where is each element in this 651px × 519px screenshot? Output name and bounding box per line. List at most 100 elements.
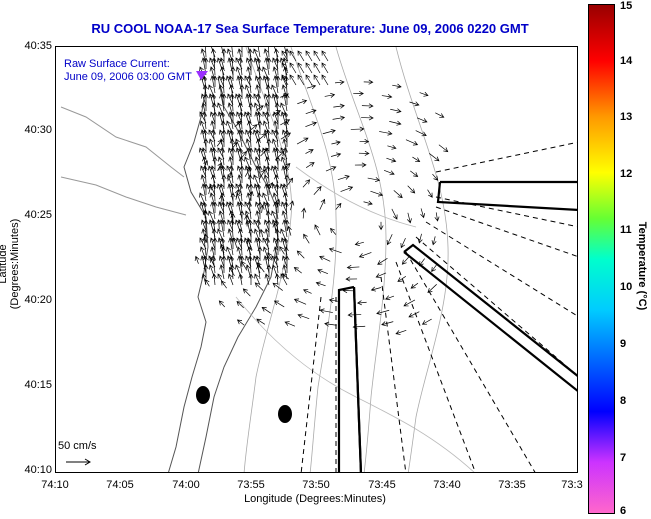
- current-vector: [281, 62, 289, 74]
- current-vector: [266, 57, 272, 69]
- current-vector: [353, 91, 364, 97]
- current-vector: [359, 138, 370, 144]
- current-vector: [239, 129, 245, 141]
- current-vector: [255, 255, 261, 268]
- current-vector: [282, 264, 288, 280]
- current-vector: [229, 219, 235, 238]
- x-tick-label: 73:45: [368, 479, 396, 491]
- current-vector: [281, 165, 288, 184]
- current-vector: [350, 126, 365, 132]
- current-vector: [244, 156, 252, 172]
- current-vector: [229, 264, 235, 280]
- current-vector: [403, 299, 416, 307]
- current-vector: [247, 120, 253, 136]
- current-vector: [238, 237, 244, 256]
- current-vector: [305, 121, 318, 128]
- map-plot-area: [55, 46, 578, 473]
- current-vector: [273, 255, 279, 274]
- current-vector: [235, 264, 243, 280]
- current-vector: [201, 147, 207, 160]
- current-vector: [237, 255, 243, 274]
- current-vector: [363, 200, 373, 206]
- current-vector: [263, 165, 270, 178]
- current-vector: [417, 233, 423, 244]
- current-vector: [317, 268, 329, 275]
- current-vector: [289, 62, 297, 74]
- current-vector: [272, 237, 279, 250]
- current-vector: [265, 75, 271, 88]
- current-vector: [275, 75, 281, 87]
- current-vector: [280, 102, 288, 118]
- current-vector: [281, 201, 288, 214]
- current-vector: [305, 109, 317, 115]
- current-vector: [281, 129, 288, 142]
- current-vector: [282, 93, 288, 112]
- current-vector: [258, 169, 266, 180]
- current-vector: [210, 120, 216, 136]
- current-vector: [245, 264, 252, 280]
- current-vector: [274, 48, 280, 64]
- current-vector: [238, 147, 244, 160]
- current-vector: [210, 75, 216, 94]
- colorbar-tick-label: 9: [620, 338, 627, 350]
- current-vector: [219, 264, 225, 280]
- current-vector: [255, 129, 261, 142]
- current-vector: [272, 282, 283, 291]
- current-vector: [238, 102, 244, 118]
- current-vector: [263, 129, 270, 148]
- current-vector: [257, 201, 263, 219]
- current-vector: [287, 177, 294, 186]
- current-vector: [415, 130, 427, 137]
- current-vector: [321, 50, 329, 62]
- current-vector: [257, 165, 263, 177]
- x-tick-label: 73:55: [237, 479, 265, 491]
- current-vector: [286, 225, 292, 236]
- current-vector: [262, 192, 270, 208]
- current-vector: [264, 273, 270, 286]
- current-vector: [392, 83, 402, 89]
- current-vector: [274, 273, 280, 286]
- colorbar-label: Temperature (°C): [636, 221, 648, 311]
- current-vector: [210, 201, 216, 220]
- current-vector: [205, 47, 207, 58]
- current-vector: [313, 74, 321, 86]
- current-vector: [257, 47, 261, 58]
- current-vector: [305, 50, 313, 62]
- current-vector: [356, 300, 367, 306]
- current-vector: [293, 298, 307, 305]
- current-vector: [238, 111, 244, 130]
- current-vector: [254, 75, 261, 88]
- current-vector: [397, 275, 407, 282]
- colorbar-tick-label: 7: [620, 452, 627, 464]
- current-vector: [410, 170, 419, 178]
- current-vector: [255, 165, 261, 184]
- current-vector: [237, 48, 243, 64]
- current-vector: [245, 93, 252, 112]
- current-vector: [274, 57, 280, 76]
- current-vector: [210, 129, 216, 148]
- current-vector: [236, 319, 245, 326]
- current-vector: [289, 74, 297, 86]
- scale-label: 50 cm/s: [58, 440, 97, 452]
- current-vector: [272, 183, 279, 196]
- current-vector: [254, 147, 261, 160]
- current-vector: [265, 165, 271, 184]
- current-vector: [281, 74, 289, 86]
- current-vector: [272, 111, 279, 124]
- current-vector: [235, 138, 243, 154]
- current-vector: [283, 201, 289, 220]
- current-vector: [328, 298, 339, 303]
- current-vector: [264, 183, 270, 202]
- current-vector: [271, 210, 279, 226]
- current-vector: [305, 162, 315, 169]
- current-vector: [221, 255, 227, 273]
- current-vector: [256, 138, 262, 154]
- current-vector: [218, 255, 225, 268]
- current-vector: [438, 144, 449, 153]
- current-vector: [211, 93, 217, 106]
- current-vector: [255, 84, 261, 100]
- current-vector: [293, 266, 302, 274]
- current-vector: [218, 75, 225, 88]
- current-vector: [220, 111, 226, 124]
- current-vector: [237, 57, 243, 76]
